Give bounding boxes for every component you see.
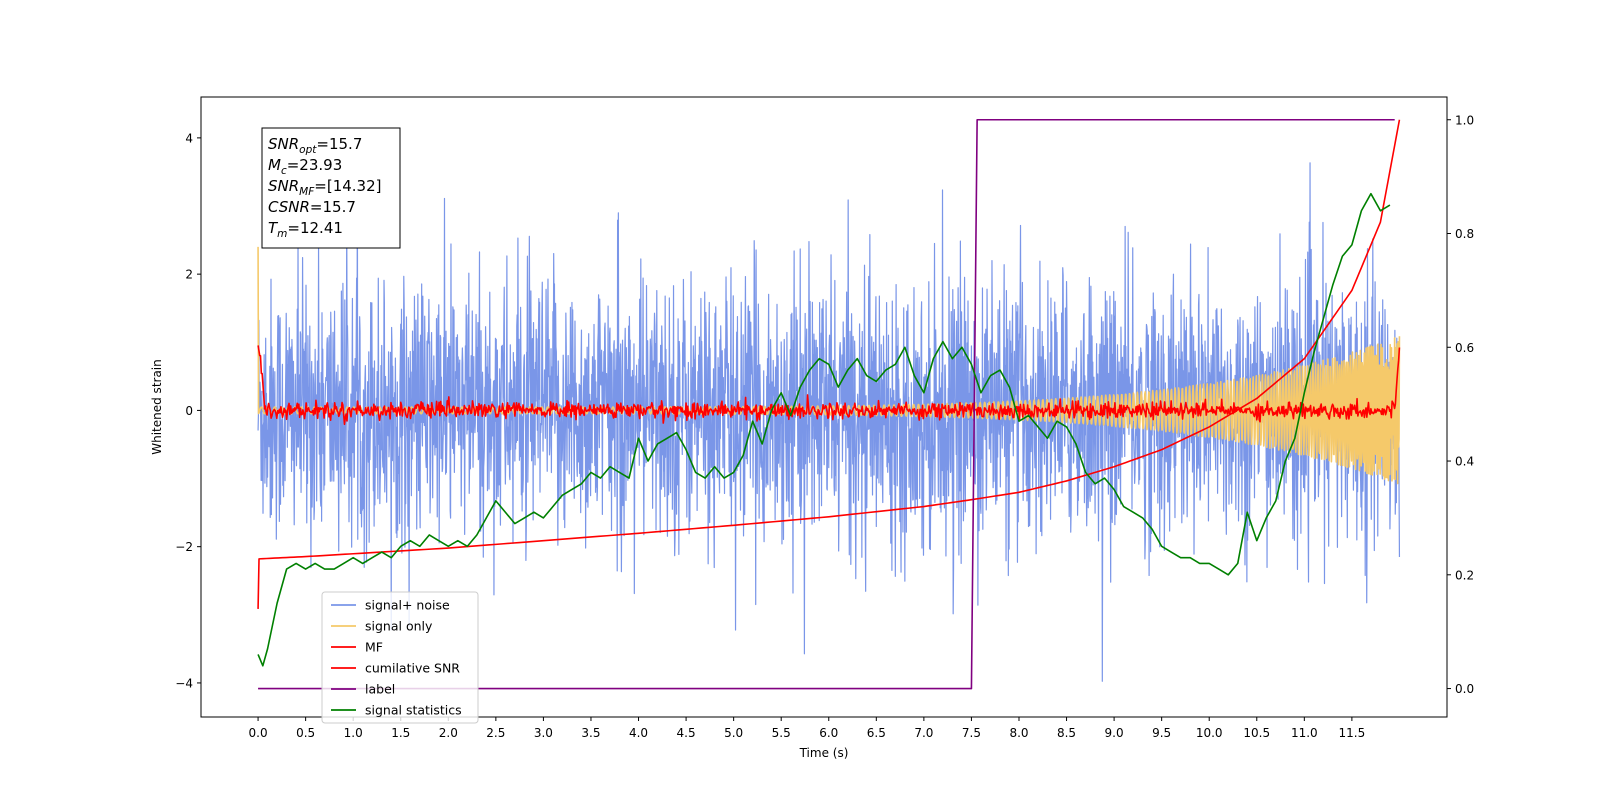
y-axis-left: −4 −2 0 2 4 bbox=[175, 131, 201, 690]
legend-label: cumilative SNR bbox=[365, 661, 460, 676]
x-tick-label: 11.5 bbox=[1339, 726, 1366, 740]
annotation-value: =15.7 bbox=[310, 198, 356, 216]
legend-label: signal+ noise bbox=[365, 598, 450, 613]
annotation-value: =[14.32] bbox=[314, 177, 381, 195]
x-tick-label: 1.5 bbox=[391, 726, 410, 740]
y-tick-label: 4 bbox=[185, 131, 193, 145]
annotation-subscript: c bbox=[281, 165, 287, 177]
annotation-line: Tm=12.41 bbox=[268, 219, 343, 240]
annotation-value: =23.93 bbox=[287, 156, 343, 174]
x-axis: 0.0 0.5 1.0 1.5 2.0 2.5 3.0 3.5 4.0 4.5 5.0 5.5 6.0 6… bbox=[249, 717, 1366, 740]
y-tick-label: 2 bbox=[185, 268, 193, 282]
annotation-symbol: SNR bbox=[268, 177, 299, 195]
x-tick-label: 6.5 bbox=[867, 726, 886, 740]
annotation-subscript: opt bbox=[299, 144, 317, 156]
y-right-tick-label: 0.2 bbox=[1455, 568, 1474, 582]
x-tick-label: 5.0 bbox=[724, 726, 743, 740]
y-right-tick-label: 0.8 bbox=[1455, 227, 1474, 241]
y-tick-label: −4 bbox=[175, 676, 193, 690]
annotation-subscript: MF bbox=[299, 186, 315, 198]
x-tick-label: 7.0 bbox=[914, 726, 933, 740]
y-right-tick-label: 0.6 bbox=[1455, 341, 1474, 355]
series-mf bbox=[257, 345, 1401, 426]
legend-label: MF bbox=[365, 640, 383, 655]
annotation-frame bbox=[261, 127, 401, 249]
x-axis-title: Time (s) bbox=[799, 746, 849, 760]
plot-area bbox=[200, 96, 1448, 718]
y-axis-right: 0.0 0.2 0.4 0.6 0.8 1.0 bbox=[1447, 113, 1474, 696]
annotation-line: CSNR=15.7 bbox=[268, 198, 356, 216]
annotation-value: =12.41 bbox=[287, 219, 343, 237]
y-tick-label: 0 bbox=[185, 404, 193, 418]
legend-frame bbox=[321, 591, 479, 724]
x-tick-label: 8.5 bbox=[1057, 726, 1076, 740]
x-tick-label: 2.5 bbox=[486, 726, 505, 740]
legend: signal+ noise signal only MF cumilative SNR… bbox=[321, 591, 479, 724]
annotation-symbol: SNR bbox=[268, 135, 299, 153]
series-layer bbox=[257, 118, 1401, 690]
x-tick-label: 9.0 bbox=[1105, 726, 1124, 740]
y-right-tick-label: 0.4 bbox=[1455, 455, 1474, 469]
x-tick-label: 7.5 bbox=[962, 726, 981, 740]
annotation-box: SNRopt=15.7Mc=23.93SNRMF=[14.32]CSNR=15.… bbox=[261, 127, 401, 249]
annotation-symbol: T bbox=[268, 219, 279, 237]
legend-label: signal only bbox=[365, 619, 433, 634]
x-tick-label: 6.0 bbox=[819, 726, 838, 740]
x-tick-label: 0.5 bbox=[296, 726, 315, 740]
legend-label: signal statistics bbox=[365, 703, 462, 718]
annotation-line: SNRMF=[14.32] bbox=[268, 177, 382, 198]
y-axis-title: Whitened strain bbox=[150, 359, 164, 455]
x-tick-label: 4.5 bbox=[677, 726, 696, 740]
y-tick-label: −2 bbox=[175, 540, 193, 554]
annotation-value: =15.7 bbox=[316, 135, 362, 153]
series-cumilative-snr bbox=[257, 119, 1401, 609]
x-tick-label: 3.0 bbox=[534, 726, 553, 740]
x-tick-label: 1.0 bbox=[344, 726, 363, 740]
x-tick-label: 5.5 bbox=[772, 726, 791, 740]
x-tick-label: 4.0 bbox=[629, 726, 648, 740]
y-right-tick-label: 0.0 bbox=[1455, 682, 1474, 696]
x-tick-label: 2.0 bbox=[439, 726, 458, 740]
annotation-symbol: CSNR bbox=[268, 198, 310, 216]
annotation-line: SNRopt=15.7 bbox=[268, 135, 362, 156]
x-tick-label: 11.0 bbox=[1291, 726, 1318, 740]
series-label bbox=[258, 118, 1395, 690]
x-tick-label: 8.0 bbox=[1009, 726, 1028, 740]
x-tick-label: 0.0 bbox=[249, 726, 268, 740]
y-right-tick-label: 1.0 bbox=[1455, 113, 1474, 127]
legend-label: label bbox=[365, 682, 395, 697]
annotation-subscript: m bbox=[277, 228, 287, 240]
x-tick-label: 10.0 bbox=[1196, 726, 1223, 740]
x-tick-label: 9.5 bbox=[1152, 726, 1171, 740]
plot-frame bbox=[200, 96, 1448, 718]
series-signal-statistics bbox=[257, 192, 1391, 667]
x-tick-label: 10.5 bbox=[1243, 726, 1270, 740]
annotation-line: Mc=23.93 bbox=[268, 156, 342, 177]
x-tick-label: 3.5 bbox=[581, 726, 600, 740]
annotation-symbol: M bbox=[268, 156, 281, 174]
